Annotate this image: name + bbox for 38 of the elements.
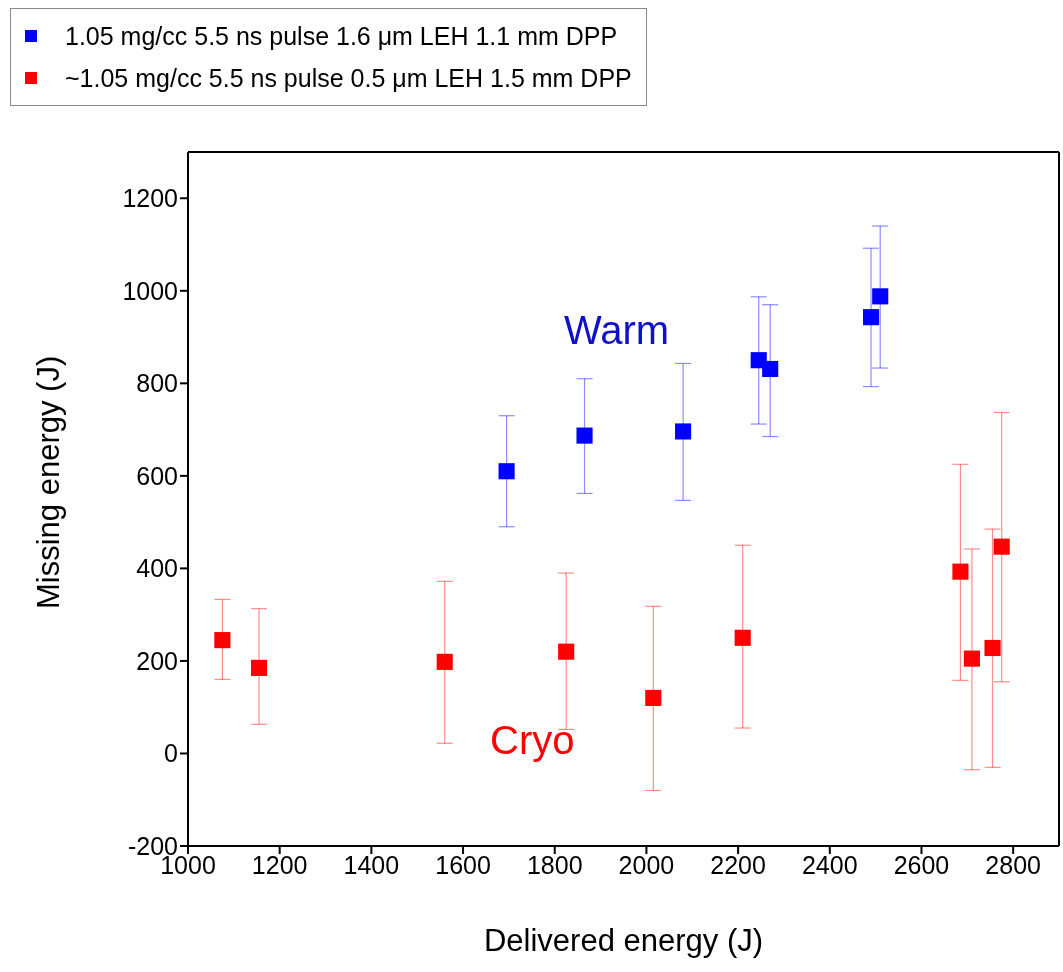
point: [734, 629, 751, 646]
point: [675, 423, 692, 440]
legend-label: 1.05 mg/cc 5.5 ns pulse 1.6 μm LEH 1.1 mm DPP: [65, 21, 618, 51]
point: [498, 463, 515, 480]
y-tick-label: 200: [136, 646, 178, 675]
y-tick-label: 600: [136, 461, 178, 490]
y-tick-label: 800: [136, 369, 178, 398]
point: [984, 639, 1001, 657]
point: [993, 538, 1010, 555]
y-tick-label: 400: [136, 554, 178, 583]
point: [576, 427, 593, 444]
x-tick-label: 1400: [343, 850, 400, 879]
x-tick-label: 1200: [251, 850, 308, 879]
point: [963, 650, 980, 667]
x-tick-label: 2400: [801, 850, 858, 879]
point: [872, 288, 889, 305]
legend-label: ~1.05 mg/cc 5.5 ns pulse 0.5 μm LEH 1.5 mm DPP: [65, 63, 632, 93]
x-tick-label: 1600: [435, 850, 491, 879]
x-axis-title: Delivered energy (J): [483, 923, 764, 958]
y-tick-label: 1200: [122, 184, 178, 213]
point: [250, 659, 268, 676]
point: [214, 632, 231, 649]
point: [645, 689, 662, 707]
x-tick-label: 2000: [618, 850, 675, 879]
y-axis-title: Missing energy (J): [31, 355, 67, 609]
x-tick-label: 2200: [710, 850, 766, 879]
point: [436, 653, 453, 670]
x-tick-label: 1800: [526, 850, 583, 879]
y-tick-label: 0: [164, 739, 178, 768]
point: [862, 309, 880, 326]
annotation: Cryo: [490, 718, 575, 763]
point: [558, 643, 575, 660]
x-tick-label: 2800: [985, 850, 1041, 879]
x-tick-label: 2600: [893, 850, 950, 879]
y-tick-label: 1000: [122, 276, 178, 305]
point: [952, 563, 969, 580]
annotation: Warm: [564, 308, 670, 353]
point: [762, 360, 779, 378]
